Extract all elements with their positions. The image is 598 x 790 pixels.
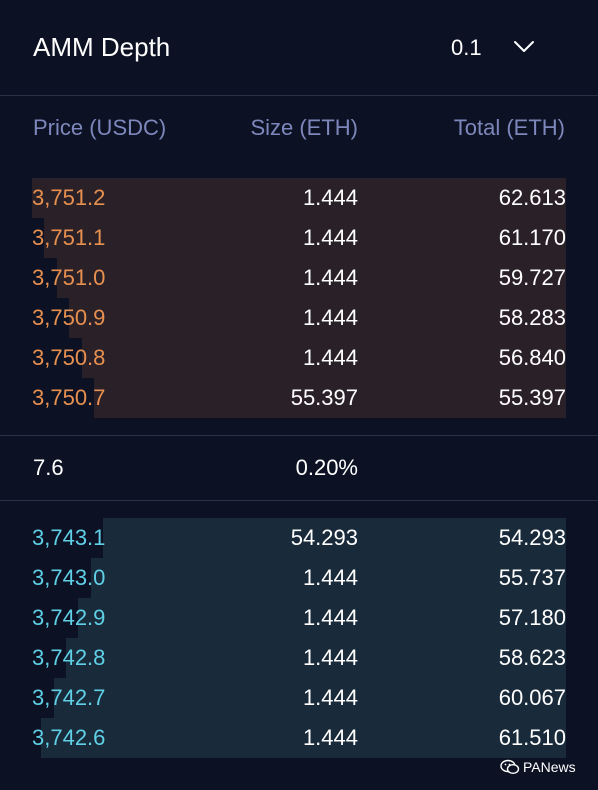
column-header-size: Size (ETH) — [250, 115, 358, 140]
watermark-text: PANews — [523, 759, 576, 775]
depth-bar — [82, 338, 566, 378]
bid-size: 1.444 — [302, 725, 358, 750]
ask-row[interactable]: 3,751.0 1.444 59.727 — [32, 258, 566, 298]
depth-bar — [57, 258, 566, 298]
bid-price: 3,743.1 — [32, 525, 106, 550]
bid-row[interactable]: 3,743.1 54.293 54.293 — [32, 518, 566, 558]
ask-size: 1.444 — [302, 305, 358, 330]
ask-row[interactable]: 3,750.8 1.444 56.840 — [32, 338, 566, 378]
bid-size: 1.444 — [302, 565, 358, 590]
bid-row[interactable]: 3,742.8 1.444 58.623 — [32, 638, 566, 678]
ask-price: 3,750.8 — [32, 345, 106, 370]
depth-bar — [69, 298, 566, 338]
depth-bar — [94, 378, 566, 418]
ask-total: 61.170 — [498, 225, 566, 250]
precision-dropdown[interactable]: 0.1 — [448, 24, 548, 72]
bid-size: 54.293 — [290, 525, 358, 550]
ask-price: 3,751.2 — [32, 185, 106, 210]
bid-total: 57.180 — [498, 605, 566, 630]
watermark: PANews — [500, 755, 576, 779]
bid-total: 54.293 — [498, 525, 566, 550]
ask-size: 1.444 — [302, 225, 358, 250]
spread-row: 7.6 0.20% — [0, 436, 598, 500]
bid-total: 60.067 — [498, 685, 566, 710]
depth-bar — [44, 218, 566, 258]
column-header-total: Total (ETH) — [453, 115, 565, 140]
header-divider — [0, 95, 598, 96]
depth-bar — [78, 598, 566, 638]
column-header-price: Price (USDC) — [33, 115, 167, 140]
spread-percent: 0.20% — [295, 455, 358, 480]
depth-bar — [91, 558, 566, 598]
ask-size: 1.444 — [302, 345, 358, 370]
depth-bar — [54, 678, 566, 718]
header: AMM Depth 0.1 — [0, 0, 598, 95]
bid-total: 55.737 — [498, 565, 566, 590]
ask-size: 1.444 — [302, 265, 358, 290]
bid-price: 3,742.8 — [32, 645, 106, 670]
bids-list: 3,743.1 54.293 54.293 3,743.0 1.444 55.7… — [32, 518, 566, 758]
ask-price: 3,750.9 — [32, 305, 106, 330]
precision-value: 0.1 — [451, 35, 482, 60]
depth-bar — [103, 518, 566, 558]
spread-divider-top — [0, 435, 598, 436]
ask-price: 3,751.1 — [32, 225, 106, 250]
bid-row[interactable]: 3,742.6 1.444 61.510 — [32, 718, 566, 758]
depth-bar — [66, 638, 566, 678]
bid-price: 3,742.6 — [32, 725, 106, 750]
bid-price: 3,742.9 — [32, 605, 106, 630]
ask-total: 62.613 — [498, 185, 566, 210]
bid-row[interactable]: 3,743.0 1.444 55.737 — [32, 558, 566, 598]
bid-price: 3,743.0 — [32, 565, 106, 590]
ask-row[interactable]: 3,751.1 1.444 61.170 — [32, 218, 566, 258]
bid-row[interactable]: 3,742.7 1.444 60.067 — [32, 678, 566, 718]
bid-size: 1.444 — [302, 605, 358, 630]
ask-row[interactable]: 3,750.7 55.397 55.397 — [32, 378, 566, 418]
bid-total: 61.510 — [498, 725, 566, 750]
depth-bar — [41, 718, 566, 758]
ask-row[interactable]: 3,750.9 1.444 58.283 — [32, 298, 566, 338]
ask-total: 56.840 — [498, 345, 566, 370]
ask-size: 55.397 — [290, 385, 358, 410]
wechat-icon — [500, 759, 520, 775]
spread-value: 7.6 — [33, 455, 64, 480]
bid-total: 58.623 — [498, 645, 566, 670]
bid-row[interactable]: 3,742.9 1.444 57.180 — [32, 598, 566, 638]
page-title: AMM Depth — [33, 32, 171, 62]
bid-size: 1.444 — [302, 645, 358, 670]
chevron-down-icon — [514, 41, 534, 52]
ask-price: 3,750.7 — [32, 385, 106, 410]
ask-total: 58.283 — [498, 305, 566, 330]
bid-price: 3,742.7 — [32, 685, 106, 710]
ask-price: 3,751.0 — [32, 265, 106, 290]
ask-total: 55.397 — [498, 385, 566, 410]
spread-divider-bottom — [0, 500, 598, 501]
depth-bar — [32, 178, 566, 218]
ask-size: 1.444 — [302, 185, 358, 210]
ask-total: 59.727 — [498, 265, 566, 290]
asks-list: 3,751.2 1.444 62.613 3,751.1 1.444 61.17… — [32, 178, 566, 418]
ask-row[interactable]: 3,751.2 1.444 62.613 — [32, 178, 566, 218]
bid-size: 1.444 — [302, 685, 358, 710]
